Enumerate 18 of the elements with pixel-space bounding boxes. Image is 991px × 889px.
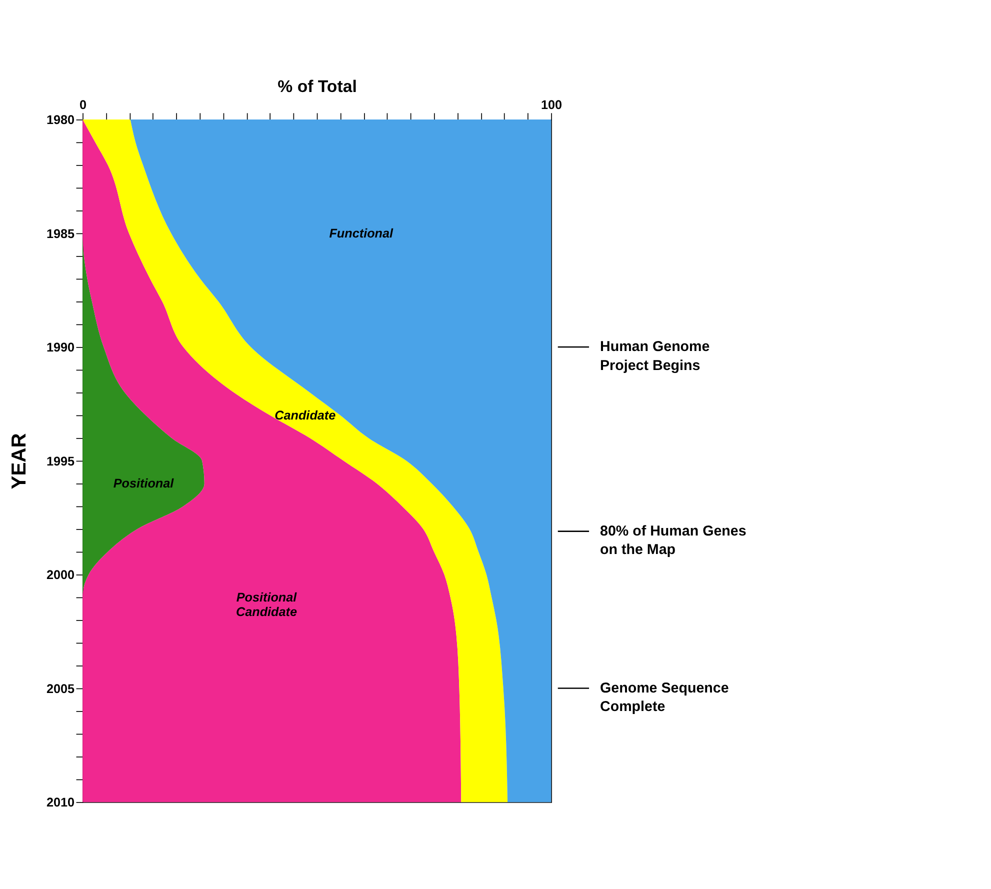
series-label: Positional (113, 476, 174, 491)
ref-line-label: Human Genome Project Begins (600, 339, 710, 374)
x-tick-label: 0 (79, 98, 87, 112)
y-tick-label: 2010 (46, 796, 75, 810)
y-tick-label: 2005 (46, 682, 75, 696)
y-tick-label: 1980 (46, 113, 75, 128)
series-label: Candidate (274, 408, 336, 422)
x-tick-label: 100 (541, 98, 562, 112)
y-tick-label: 1995 (46, 454, 75, 468)
x-axis-title: % of Total (278, 77, 357, 96)
y-tick-label: 1985 (46, 226, 75, 241)
series-label: Functional (329, 226, 394, 240)
ref-line-label: Genome Sequence Complete (600, 680, 729, 716)
y-tick-label: 2000 (46, 568, 75, 582)
y-tick-label: 1990 (46, 340, 75, 355)
series-label: Positional Candidate (236, 590, 298, 619)
ref-line-label: 80% of Human Genes on the Map (600, 524, 746, 558)
y-axis-title: YEAR (8, 432, 30, 490)
